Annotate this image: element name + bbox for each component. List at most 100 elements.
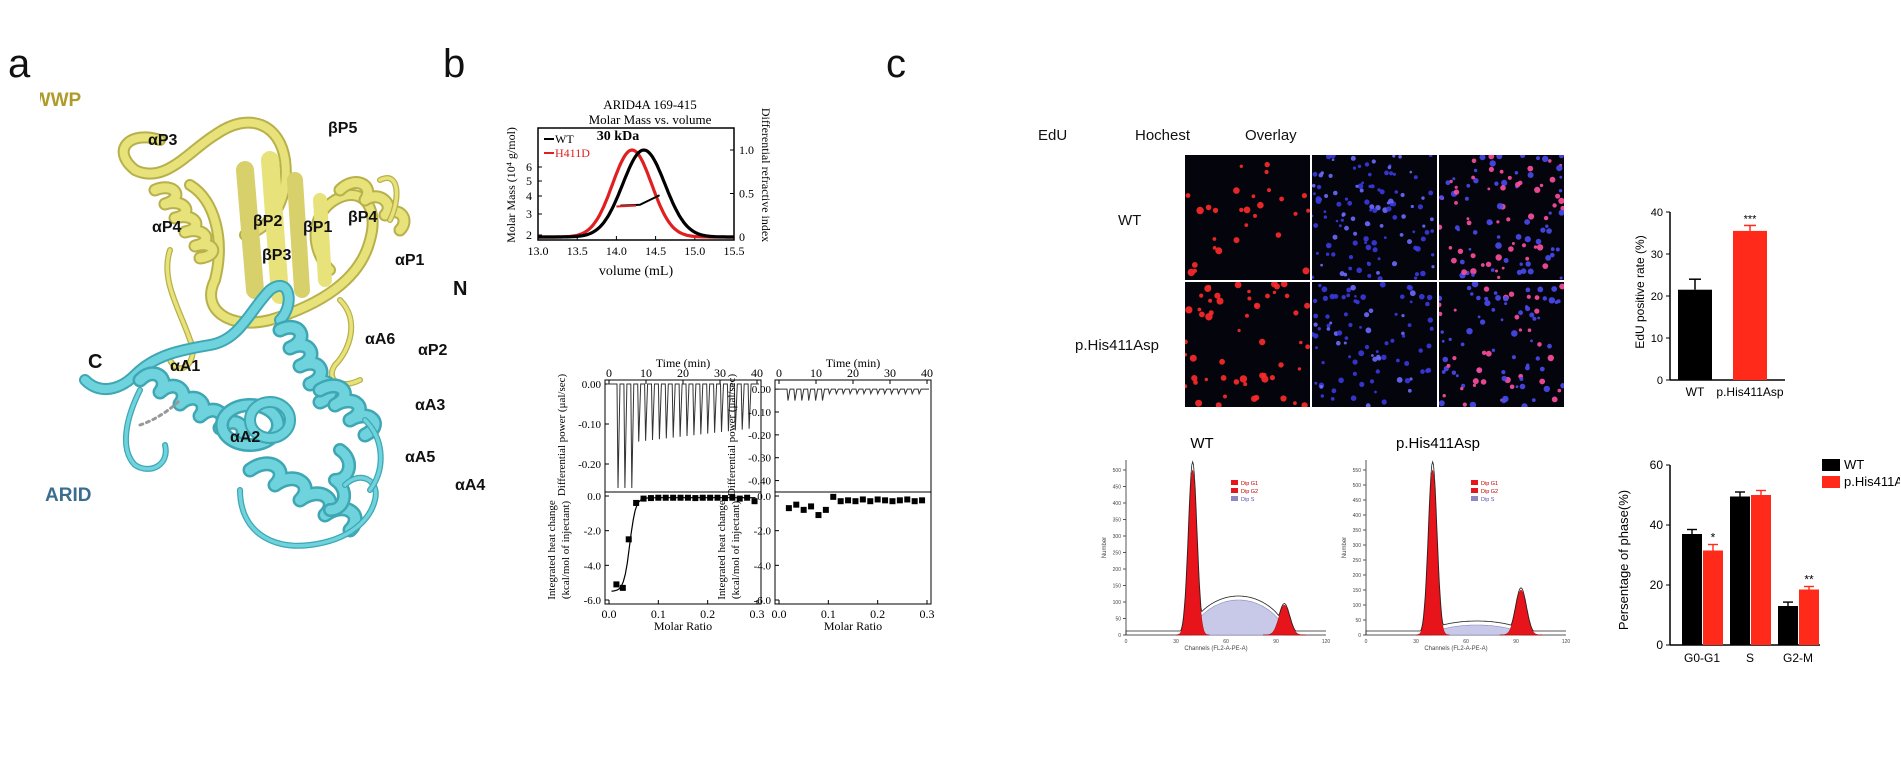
cell [1414,246,1419,251]
cell [1367,273,1372,278]
cell [1518,310,1523,316]
x-axis-label: Molar Ratio [824,619,882,633]
cell [1451,370,1457,375]
cell [1545,224,1549,228]
cell [1483,286,1490,292]
cell [1559,175,1563,179]
cell [1441,339,1445,343]
cell [1490,268,1495,272]
cell [1501,266,1505,270]
cell [1317,327,1321,331]
cell [1536,244,1544,251]
ss-label: C [88,351,102,373]
cell [1336,340,1341,346]
cell [1391,261,1398,267]
cell [1365,327,1372,334]
cell [1511,330,1518,337]
x-tick-label: 20 [677,366,689,380]
cell [1488,166,1494,172]
cell [1315,346,1318,350]
cell [1369,208,1373,212]
cell [1364,312,1370,318]
cell [1392,215,1398,220]
cell [1454,201,1458,205]
y-tick-label: 150 [1113,584,1122,590]
cell [1495,295,1501,301]
cell [1539,366,1545,372]
x-tick-label: 90 [1513,639,1519,645]
cell [1409,170,1413,174]
cell [1422,224,1426,228]
sec-mals-chart: ARID4A 169-415 Molar Mass vs. volume 13.… [504,97,773,279]
cell [1214,292,1221,299]
cell [1491,348,1496,352]
data-point [882,497,889,504]
cell [1439,400,1445,407]
x-tick-label: 13.5 [567,244,588,258]
cell [1414,276,1418,280]
cell [1306,208,1310,213]
cell [1551,396,1558,403]
legend-item: WT [555,132,574,146]
cell [1233,187,1240,194]
cell [1347,278,1351,280]
bar [1678,289,1712,380]
cell [1527,165,1534,172]
cell [1496,220,1500,224]
cell [1371,240,1377,246]
chart-title: ARID4A 169-415 [603,97,697,112]
cell [1352,240,1358,246]
cell [1425,301,1430,307]
cell [1185,352,1187,357]
cell [1470,268,1477,275]
cell [1259,372,1266,379]
cell [1239,375,1248,383]
y-tick-label: 50 [1115,617,1121,623]
cell [1401,314,1405,318]
cell [1347,200,1353,206]
cell [1507,175,1512,180]
cell [1278,362,1284,368]
cell [1471,158,1477,164]
cell [1550,252,1555,258]
cell [1508,291,1515,297]
y-axis-label: Integrated heat change [546,500,558,600]
cell [1348,322,1353,328]
cell [1312,183,1316,188]
x-tick-label: 0.3 [920,607,935,621]
cell [1279,196,1284,202]
cell [1364,221,1370,227]
data-point [889,498,896,505]
cell [1530,339,1533,343]
cell [1185,193,1191,198]
y-tick-label: 0 [1657,375,1663,387]
cell [1407,388,1412,393]
x-tick-label: 0 [1125,639,1128,645]
cell [1407,239,1412,245]
cell [1555,247,1560,252]
cell [1245,313,1249,318]
cell [1325,314,1330,319]
cell [1556,165,1563,172]
cell [1525,287,1531,293]
cell [1251,395,1258,402]
flow-histogram-wt: WT 0 50 100 150 200 250 300 350 400 450 500 0 30 60 90… [1102,435,1330,652]
cell [1476,367,1483,374]
cell [1341,213,1345,217]
y-tick-label: 0 [1118,633,1121,639]
x-axis-label: Channels (FL2-A-PE-A) [1184,646,1247,652]
bar [1682,534,1702,645]
cell [1425,368,1430,373]
cell [1501,375,1507,382]
cell [1551,286,1558,292]
cell [1297,367,1302,371]
cell [1377,276,1383,280]
cell [1333,190,1338,196]
raw-trace [777,388,929,401]
data-point [919,497,926,504]
cell [1431,265,1435,269]
cell [1471,175,1475,180]
y-tick-label: 450 [1113,485,1122,491]
cell [1558,209,1564,216]
cell [1254,303,1258,307]
